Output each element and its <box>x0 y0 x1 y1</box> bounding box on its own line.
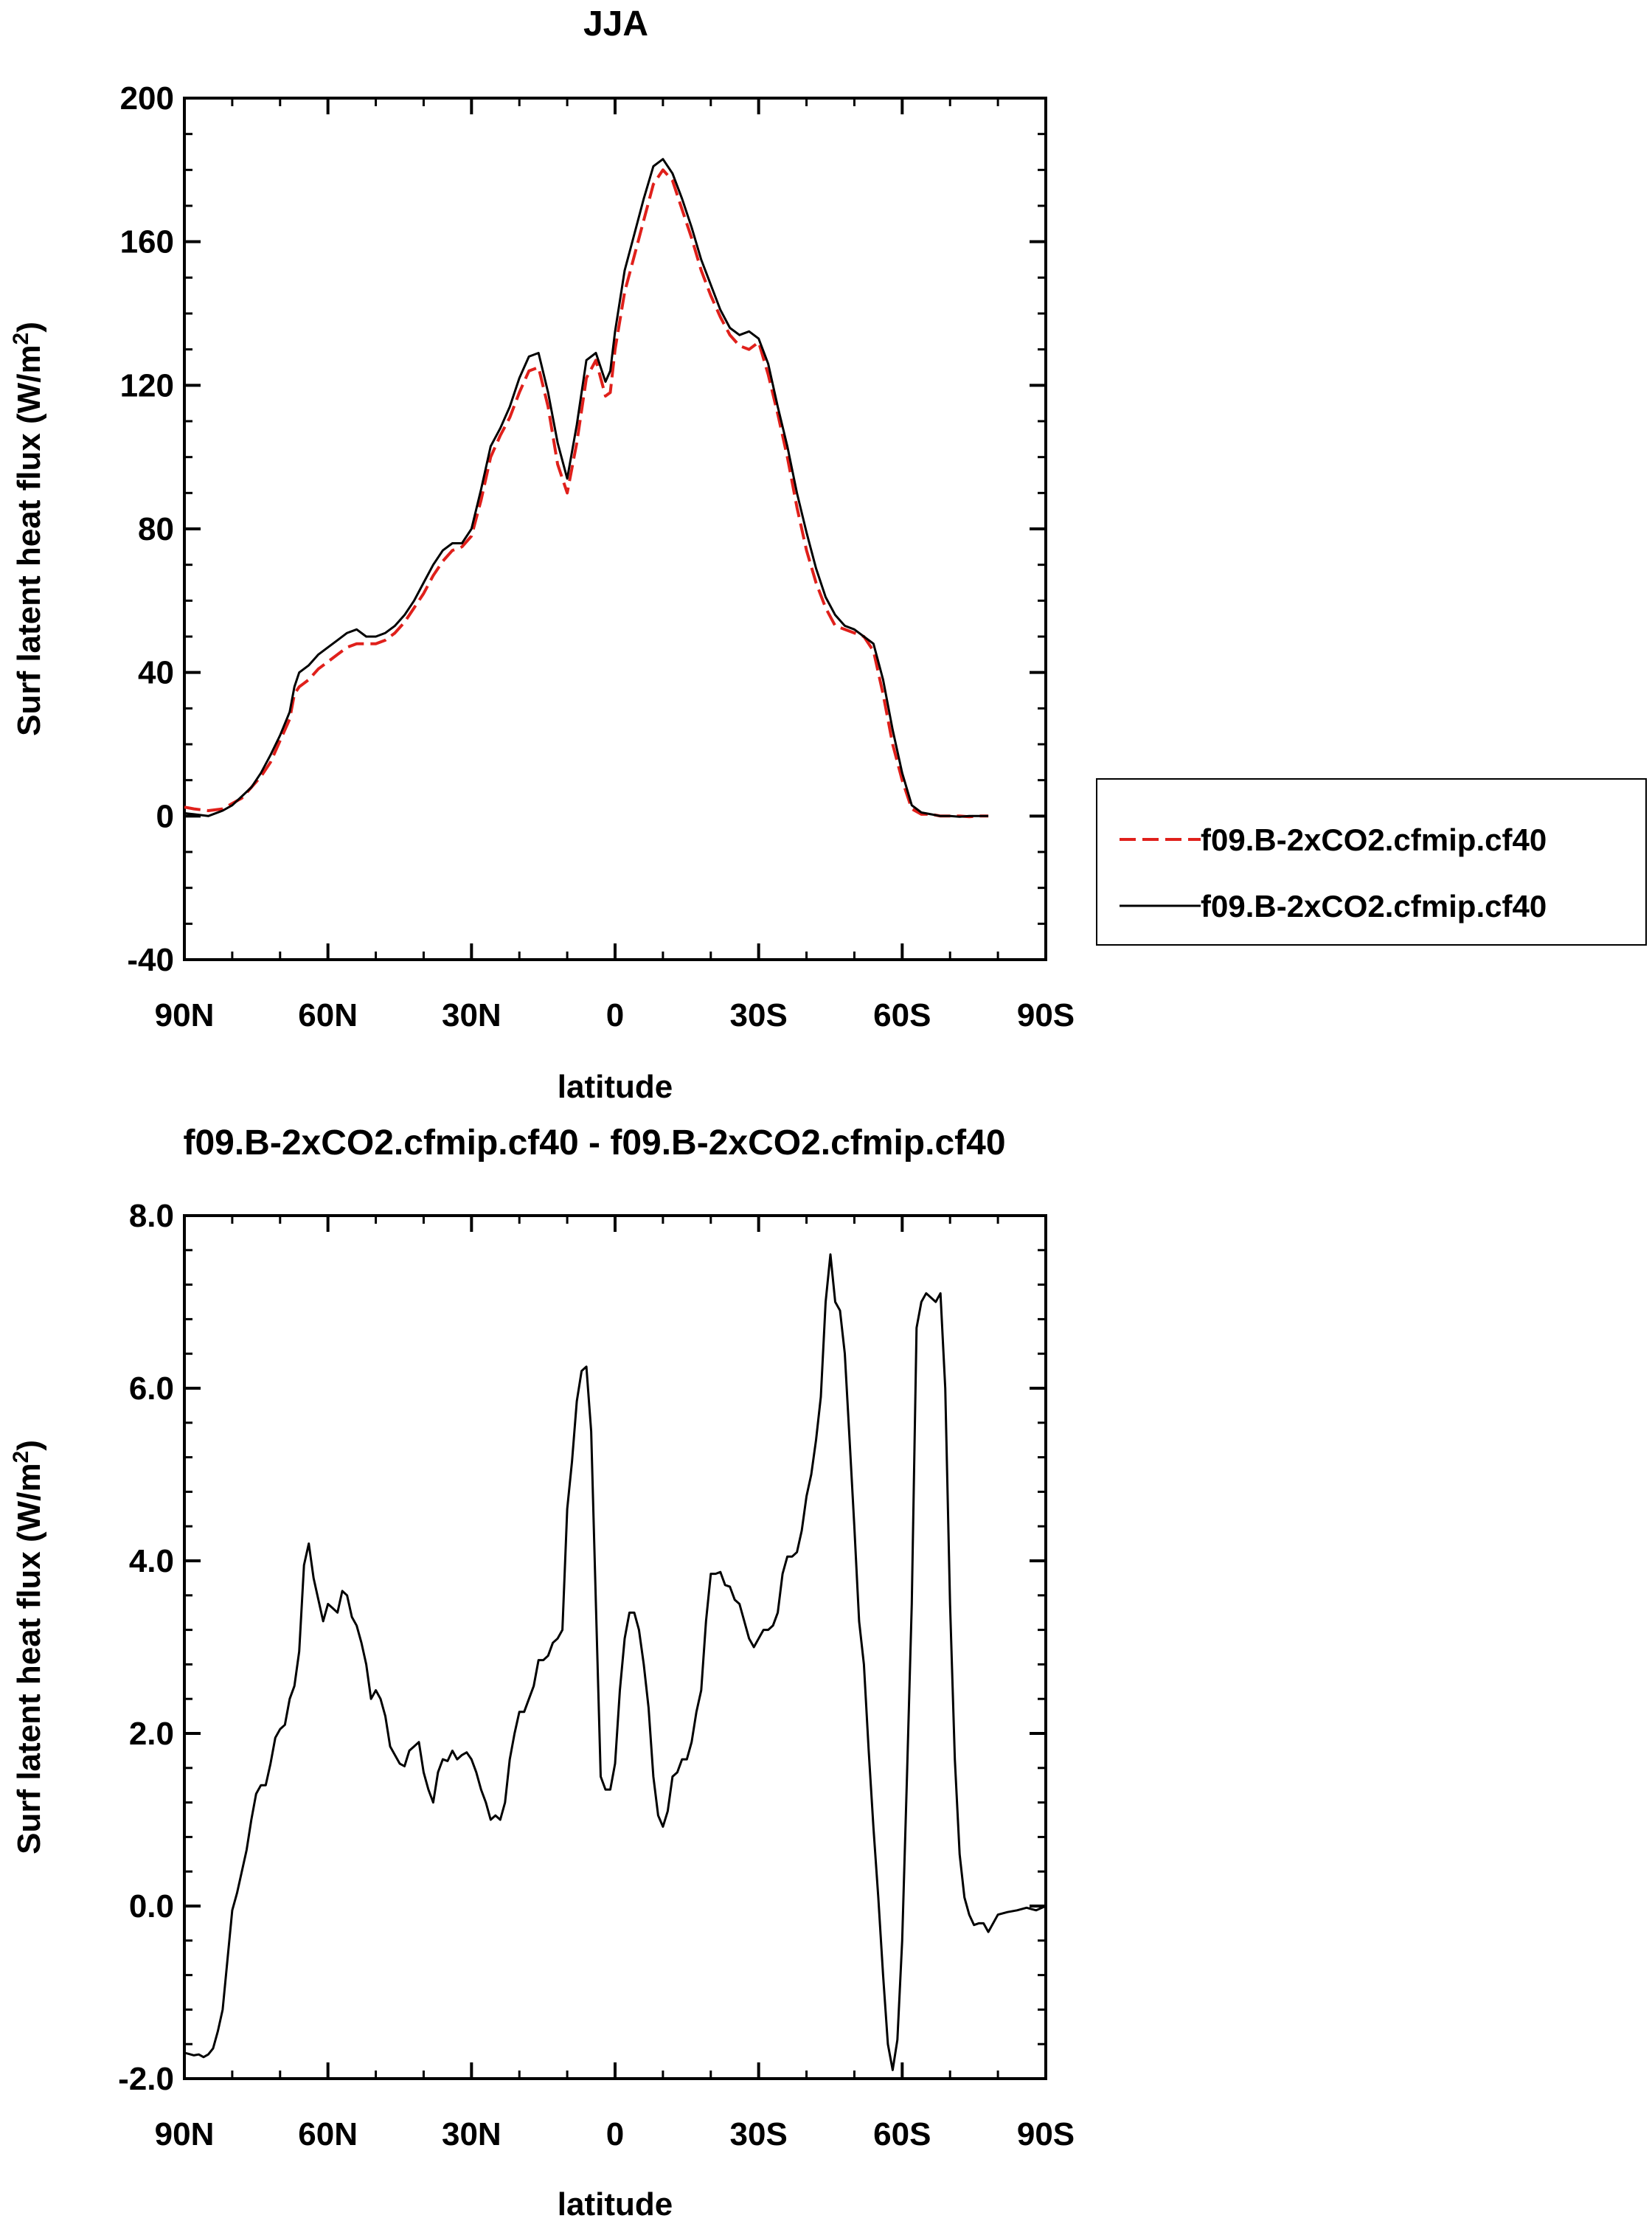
bottom-y-tick-label: 0.0 <box>129 1888 174 1924</box>
bottom-axes: -2.0 0.0 2.0 4.0 6.0 8.0 90N 60N 30N 0 30S 60S 90S <box>118 1198 1075 2152</box>
top-y-tick-label: 120 <box>120 367 174 403</box>
bottom-x-tick-label: 30N <box>442 2116 502 2152</box>
top-series-line-black-solid <box>184 158 989 818</box>
top-x-tick-label: 60S <box>873 997 931 1033</box>
bottom-series-line-black-solid <box>184 1253 1047 2071</box>
top-series-layer <box>184 158 989 819</box>
bottom-y-tick-label: 8.0 <box>129 1198 174 1234</box>
bottom-y-tick-label: 4.0 <box>129 1543 174 1579</box>
bottom-x-tick-label: 60N <box>298 2116 358 2152</box>
bottom-series-layer <box>184 1253 1047 2071</box>
top-x-tick-label: 0 <box>606 997 624 1033</box>
bottom-x-tick-label: 90S <box>1017 2116 1075 2152</box>
bottom-x-axis-label: latitude <box>558 2186 673 2221</box>
chart-bottom: f09.B-2xCO2.cfmip.cf40 - f09.B-2xCO2.cfm… <box>9 1123 1075 2221</box>
legend: f09.B-2xCO2.cfmip.cf40 f09.B-2xCO2.cfmip… <box>1096 778 1647 946</box>
legend-entry-2-label: f09.B-2xCO2.cfmip.cf40 <box>1201 889 1547 924</box>
top-axes: -40 0 40 80 120 160 200 90N 60N 30N 0 30S 60S 90S <box>120 80 1075 1033</box>
top-x-axis-label: latitude <box>558 1069 673 1105</box>
legend-entry-1-label: f09.B-2xCO2.cfmip.cf40 <box>1201 822 1547 857</box>
top-y-tick-label: 200 <box>120 80 174 117</box>
bottom-y-tick-label: 6.0 <box>129 1371 174 1407</box>
bottom-x-tick-label: 30S <box>730 2116 788 2152</box>
top-plot-frame <box>183 97 1047 961</box>
top-y-tick-label: 40 <box>138 655 174 691</box>
top-series-line-red-dashed <box>184 168 989 819</box>
top-y-tick-label: -40 <box>127 942 174 978</box>
top-y-tick-label: 160 <box>120 224 174 260</box>
top-y-tick-label: 0 <box>156 798 174 834</box>
top-x-tick-label: 90S <box>1017 997 1075 1033</box>
top-chart-title: JJA <box>583 4 648 44</box>
top-y-tick-label: 80 <box>138 511 174 547</box>
bottom-x-tick-label: 0 <box>606 2116 624 2152</box>
top-x-tick-label: 60N <box>298 997 358 1033</box>
top-x-tick-label: 30N <box>442 997 502 1033</box>
bottom-y-axis-label: Surf latent heat flux (W/m2) <box>9 1440 47 1854</box>
top-x-tick-label: 30S <box>730 997 788 1033</box>
bottom-chart-title: f09.B-2xCO2.cfmip.cf40 - f09.B-2xCO2.cfm… <box>183 1123 1005 1163</box>
bottom-x-tick-label: 60S <box>873 2116 931 2152</box>
top-y-axis-label: Surf latent heat flux (W/m2) <box>9 322 47 736</box>
bottom-y-tick-label: 2.0 <box>129 1716 174 1752</box>
top-x-tick-label: 90N <box>155 997 215 1033</box>
bottom-plot-frame <box>183 1214 1047 2080</box>
chart-top: JJA -40 0 40 80 120 160 200 90N 60N 30N 0 30S 60S 90S… <box>9 4 1647 1105</box>
bottom-x-tick-label: 90N <box>155 2116 215 2152</box>
bottom-y-tick-label: -2.0 <box>118 2061 174 2097</box>
legend-box <box>1096 778 1647 946</box>
